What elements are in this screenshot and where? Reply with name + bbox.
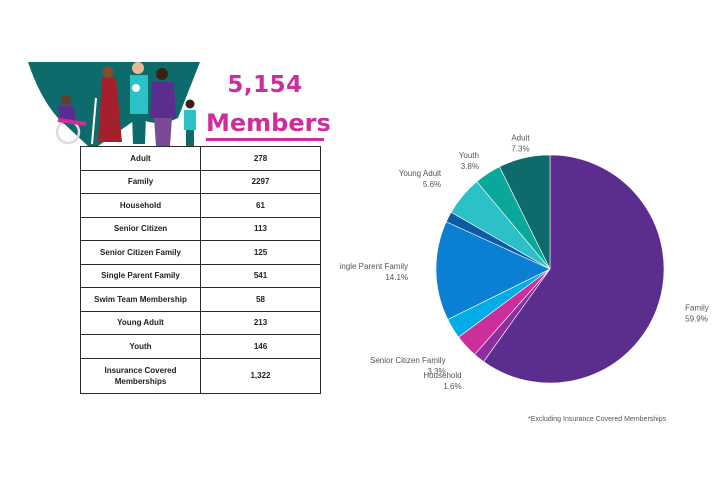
- row-label: Youth: [80, 334, 201, 359]
- slice-percent: 14.1%: [385, 273, 408, 282]
- slice-label: Family: [685, 303, 709, 312]
- row-label: Single Parent Family: [80, 263, 201, 288]
- table-row: Swim Team Membership 58: [80, 287, 321, 312]
- wheelchair-person-icon: [55, 95, 87, 145]
- membership-pie-chart: Family 59.9% Household 1.6% Senior Citizen F…: [340, 133, 709, 391]
- slice-percent: 5.6%: [423, 180, 441, 189]
- row-label: Swim Team Membership: [80, 287, 201, 312]
- slice-percent: 3.3%: [427, 367, 445, 376]
- parent-icon: [150, 68, 176, 146]
- table-row: Insurance Covered Memberships 1,322: [80, 357, 321, 394]
- table-row: Senior Citizen Family 125: [80, 240, 321, 265]
- membership-table: Adult 278 Family 2297 Household 61 Senior Citi…: [80, 146, 321, 394]
- total-members-count: 5,154: [227, 72, 303, 98]
- row-value: 278: [200, 146, 321, 171]
- members-heading: Members: [206, 108, 331, 141]
- slice-label: Adult: [511, 133, 530, 142]
- row-value: 213: [200, 310, 321, 335]
- slice-label: Household: [423, 371, 461, 380]
- slice-percent: 3.8%: [461, 162, 479, 171]
- table-row: Single Parent Family 541: [80, 263, 321, 288]
- adult-holding-baby-icon: [130, 62, 148, 144]
- child-icon: [184, 99, 196, 146]
- row-value: 125: [200, 240, 321, 265]
- row-label: Adult: [80, 146, 201, 171]
- row-value: 113: [200, 216, 321, 241]
- table-row: Young Adult 213: [80, 310, 321, 335]
- row-label: Young Adult: [80, 310, 201, 335]
- table-row: Family 2297: [80, 169, 321, 194]
- row-label: Household: [80, 193, 201, 218]
- table-row: Senior Citizen 113: [80, 216, 321, 241]
- slice-label: Youth: [459, 151, 479, 160]
- slice-label: Senior Citizen Family: [370, 356, 446, 365]
- row-value: 1,322: [200, 357, 321, 394]
- elderly-person-with-cane-icon: [91, 66, 122, 145]
- row-label: Senior Citizen: [80, 216, 201, 241]
- row-label: Family: [80, 169, 201, 194]
- row-value: 58: [200, 287, 321, 312]
- row-label: Insurance Covered Memberships: [80, 357, 201, 394]
- row-label: Senior Citizen Family: [80, 240, 201, 265]
- pie-slice: [483, 154, 665, 384]
- row-value: 146: [200, 334, 321, 359]
- row-value: 541: [200, 263, 321, 288]
- slice-percent: 7.3%: [511, 144, 529, 153]
- row-value: 2297: [200, 169, 321, 194]
- table-row: Adult 278: [80, 146, 321, 171]
- row-value: 61: [200, 193, 321, 218]
- table-row: Youth 146: [80, 334, 321, 359]
- slice-percent: 59.9%: [685, 314, 708, 323]
- slice-label: Young Adult: [399, 169, 442, 178]
- members-illustration: [28, 62, 200, 146]
- footnote: *Excluding Insurance Covered Memberships: [528, 416, 667, 423]
- slice-label: Single Parent Family: [340, 262, 408, 271]
- pie-slice: [499, 154, 551, 270]
- pie-slice: [435, 221, 551, 320]
- table-row: Household 61: [80, 193, 321, 218]
- slice-percent: 1.6%: [443, 382, 461, 391]
